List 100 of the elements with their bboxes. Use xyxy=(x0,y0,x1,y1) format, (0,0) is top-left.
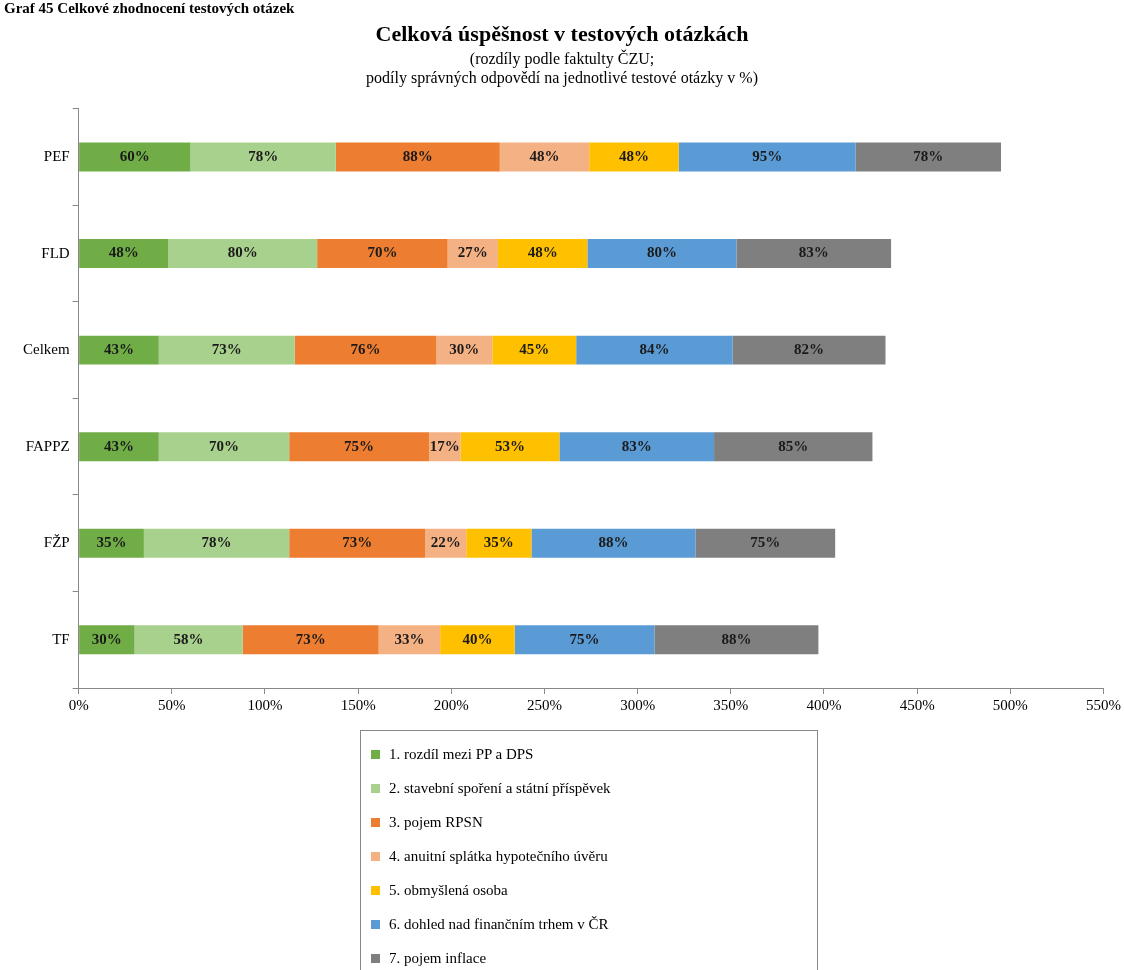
bar xyxy=(143,528,290,558)
bar xyxy=(134,625,243,655)
bar xyxy=(732,335,886,365)
bar xyxy=(168,239,318,269)
bar xyxy=(460,432,560,462)
bar xyxy=(335,142,500,172)
bar xyxy=(79,432,159,462)
x-tick-label: 400% xyxy=(806,696,842,713)
x-tick-label: 550% xyxy=(1086,696,1121,713)
data-label: 75% xyxy=(569,630,600,647)
x-tick-label: 50% xyxy=(158,696,186,713)
x-tick-label: 500% xyxy=(992,696,1028,713)
x-tick-label: 300% xyxy=(620,696,656,713)
data-label: 78% xyxy=(248,147,279,164)
data-label: 80% xyxy=(646,244,677,261)
bar xyxy=(79,142,191,172)
data-label: 85% xyxy=(778,437,809,454)
bar xyxy=(79,239,169,269)
data-label: 70% xyxy=(209,437,239,454)
data-label: 76% xyxy=(350,341,381,358)
legend-label: 7. pojem inflace xyxy=(389,949,487,967)
legend-label: 5. obmyšlená osoba xyxy=(389,881,508,899)
bar xyxy=(678,142,856,172)
bar xyxy=(158,432,290,462)
chart-title: Celková úspěšnost v testových otázkách xyxy=(375,20,749,46)
data-label: 88% xyxy=(721,630,752,647)
bar xyxy=(587,239,737,269)
data-label: 60% xyxy=(119,147,150,164)
legend-label: 4. anuitní splátka hypotečního úvěru xyxy=(389,847,608,865)
legend-label: 1. rozdíl mezi PP a DPS xyxy=(389,745,534,763)
bar xyxy=(589,142,679,172)
bar xyxy=(158,335,295,365)
data-label: 73% xyxy=(295,630,326,647)
data-label: 78% xyxy=(913,147,944,164)
bar xyxy=(499,142,590,172)
y-tick-label: FAPPZ xyxy=(25,437,70,454)
bar xyxy=(492,335,577,365)
legend-label: 2. stavební spoření a státní příspěvek xyxy=(389,779,611,797)
data-label: 48% xyxy=(529,147,560,164)
bar xyxy=(190,142,336,172)
y-tick-label: Celkem xyxy=(23,341,70,358)
bar xyxy=(736,239,892,269)
bar xyxy=(79,335,159,365)
chart-subtitle: (rozdíly podle faktulty ČZU; podíly správných odpovědí na jednotlivé testové otázky v %) xyxy=(366,49,758,88)
data-label: 30% xyxy=(449,341,480,358)
data-label: 83% xyxy=(798,244,829,261)
data-label: 75% xyxy=(750,534,781,551)
data-label: 82% xyxy=(794,341,825,358)
data-label: 48% xyxy=(527,244,558,261)
x-tick-label: 150% xyxy=(340,696,376,713)
bar xyxy=(855,142,1002,172)
data-label: 88% xyxy=(598,534,629,551)
data-label: 78% xyxy=(201,534,232,551)
x-tick-label: 250% xyxy=(526,696,562,713)
bar xyxy=(242,625,379,655)
data-label: 33% xyxy=(394,630,425,647)
bar xyxy=(714,432,873,462)
bar xyxy=(289,432,429,462)
data-label: 22% xyxy=(430,534,461,551)
x-tick-label: 450% xyxy=(899,696,935,713)
data-label: 40% xyxy=(462,630,493,647)
data-label: 84% xyxy=(639,341,670,358)
text: Graf 45 Celkové zhodnocení testových otázek xyxy=(4,0,295,17)
data-label: 48% xyxy=(108,244,139,261)
bar xyxy=(695,528,836,558)
legend-label: 6. dohled nad finančním trhem v ČR xyxy=(389,915,609,933)
data-label: 35% xyxy=(96,534,127,551)
data-label: 70% xyxy=(367,244,398,261)
data-label: 53% xyxy=(495,437,526,454)
bar xyxy=(440,625,515,655)
bar xyxy=(317,239,448,269)
data-label: 58% xyxy=(173,630,204,647)
data-label: 83% xyxy=(621,437,652,454)
data-label: 75% xyxy=(344,437,375,454)
data-label: 95% xyxy=(752,147,783,164)
data-label: 30% xyxy=(91,630,122,647)
x-tick-label: 100% xyxy=(247,696,283,713)
data-label: 35% xyxy=(483,534,514,551)
y-tick-label: TF xyxy=(52,630,70,647)
legend-label: 3. pojem RPSN xyxy=(389,813,483,831)
data-label: 27% xyxy=(457,244,488,261)
x-tick-label: 350% xyxy=(713,696,749,713)
bar xyxy=(466,528,532,558)
bar xyxy=(654,625,819,655)
bar xyxy=(79,528,144,558)
data-label: 88% xyxy=(402,147,433,164)
data-label: 80% xyxy=(227,244,258,261)
data-label: 73% xyxy=(342,534,373,551)
data-label: 17% xyxy=(429,437,460,454)
bar xyxy=(497,239,588,269)
data-label: 43% xyxy=(103,341,134,358)
y-tick-label: PEF xyxy=(43,148,70,164)
bar xyxy=(531,528,696,558)
data-label: 45% xyxy=(519,341,550,358)
bar xyxy=(294,335,437,365)
bar xyxy=(289,528,426,558)
bar xyxy=(514,625,655,655)
y-tick-label: FŽP xyxy=(43,534,70,551)
x-tick-label: 0% xyxy=(68,696,89,713)
bar xyxy=(559,432,715,462)
